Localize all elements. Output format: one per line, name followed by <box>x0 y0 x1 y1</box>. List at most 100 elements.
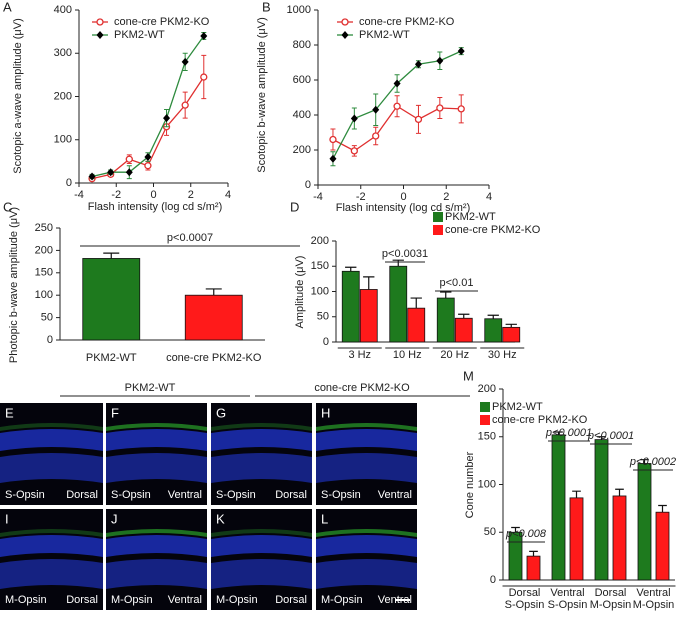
data-point <box>393 102 401 110</box>
bar <box>341 270 360 343</box>
tissue-layer <box>211 559 312 589</box>
tissue-layer <box>211 529 312 537</box>
error-bar <box>615 488 624 496</box>
y-tick-label: 100 <box>35 289 53 301</box>
significance-label: p<0.0001 <box>545 427 592 439</box>
bar <box>502 326 521 343</box>
group-header: PKM2-WT <box>125 382 176 394</box>
tissue-layer <box>0 423 103 431</box>
bar <box>551 434 566 581</box>
error-bar <box>392 259 404 267</box>
panel-letter: D <box>290 199 299 214</box>
label-line: Dorsal <box>595 587 627 599</box>
tissue-layer <box>211 453 312 483</box>
legend-swatch <box>433 212 443 222</box>
x-tick-label: -4 <box>74 189 84 201</box>
region-label: Dorsal <box>275 594 307 606</box>
y-tick-label: 200 <box>54 90 72 102</box>
label-line: S-Opsin <box>548 599 588 611</box>
tissue-layer <box>106 559 207 589</box>
data-point <box>350 147 358 155</box>
panel-letter: F <box>111 405 119 420</box>
data-point <box>414 115 423 124</box>
panel-letter: I <box>5 511 9 526</box>
data-point <box>200 73 208 81</box>
bar <box>594 439 609 581</box>
bar <box>508 531 523 581</box>
data-point <box>125 155 133 163</box>
region-label: Dorsal <box>275 489 307 501</box>
y-tick-label: 0 <box>47 334 53 346</box>
error-bar <box>554 431 563 435</box>
error-bar <box>410 297 422 309</box>
stain-label: S-Opsin <box>5 489 45 501</box>
bar <box>359 289 378 343</box>
data-point <box>144 153 152 162</box>
stain-label: S-Opsin <box>321 489 361 501</box>
y-tick-label: 100 <box>54 134 72 146</box>
tissue-layer <box>106 529 207 537</box>
panel-letter: G <box>216 405 226 420</box>
y-tick-label: 0 <box>323 336 329 348</box>
significance-label: p<0.0007 <box>167 232 213 244</box>
tissue-layer <box>316 423 417 431</box>
bar <box>436 297 455 343</box>
stain-label: M-Opsin <box>5 594 47 606</box>
legend-label: PKM2-WT <box>492 401 543 413</box>
region-label: Dorsal <box>66 594 98 606</box>
panel-letter: J <box>111 511 118 526</box>
y-axis-title: Scotopic a-wave amplitude (μV) <box>12 18 24 174</box>
legend-label: PKM2-WT <box>114 29 165 41</box>
region-label: Ventral <box>168 489 202 501</box>
label-line: Dorsal <box>509 587 541 599</box>
tissue-layer <box>211 429 312 451</box>
tissue-layer <box>316 453 417 483</box>
tissue-layer <box>106 535 207 557</box>
x-tick-label: 4 <box>486 191 492 203</box>
region-label: Ventral <box>378 594 412 606</box>
panel-letter: C <box>3 199 12 214</box>
error-bar <box>640 459 649 464</box>
error-bar <box>597 436 606 440</box>
y-tick-label: 150 <box>311 260 329 272</box>
x-tick-label: cone-cre PKM2-KO <box>166 352 262 364</box>
error-bar <box>440 291 452 299</box>
x-tick-label: PKM2-WT <box>86 352 137 364</box>
legend-marker <box>96 18 104 26</box>
tissue-layer <box>0 529 103 537</box>
tissue-layer <box>0 559 103 589</box>
x-tick-label: 2 <box>443 191 449 203</box>
x-tick-label: Dorsal M-Opsin <box>590 587 632 611</box>
panel-letter: L <box>321 511 328 526</box>
error-bar <box>487 314 499 319</box>
tissue-layer <box>106 453 207 483</box>
label-line: Ventral <box>550 587 584 599</box>
stain-label: M-Opsin <box>111 594 153 606</box>
data-point <box>107 168 115 177</box>
x-tick-label: 30 Hz <box>488 349 517 361</box>
y-tick-label: 100 <box>478 478 496 490</box>
data-point <box>163 114 171 123</box>
bar <box>526 555 541 581</box>
x-tick-label: 10 Hz <box>393 349 422 361</box>
label-line: S-Opsin <box>505 599 545 611</box>
x-tick-label: 0 <box>150 189 156 201</box>
bar <box>454 317 473 343</box>
y-tick-label: 1000 <box>287 4 311 16</box>
legend-swatch <box>480 402 490 412</box>
region-label: Dorsal <box>66 489 98 501</box>
bar <box>389 265 408 343</box>
significance-label: p<0.01 <box>440 277 474 289</box>
y-tick-label: 600 <box>293 74 311 86</box>
tissue-layer <box>211 423 312 431</box>
y-tick-label: 50 <box>484 526 496 538</box>
error-bar <box>103 252 120 259</box>
data-point <box>372 132 380 140</box>
x-tick-label: -2 <box>111 189 121 201</box>
y-axis-title: Cone number <box>464 451 476 518</box>
legend-swatch <box>480 415 490 425</box>
x-tick-label: Ventral M-Opsin <box>633 587 675 611</box>
bar <box>184 294 243 341</box>
legend-label: PKM2-WT <box>445 211 496 223</box>
legend-swatch <box>433 225 443 235</box>
